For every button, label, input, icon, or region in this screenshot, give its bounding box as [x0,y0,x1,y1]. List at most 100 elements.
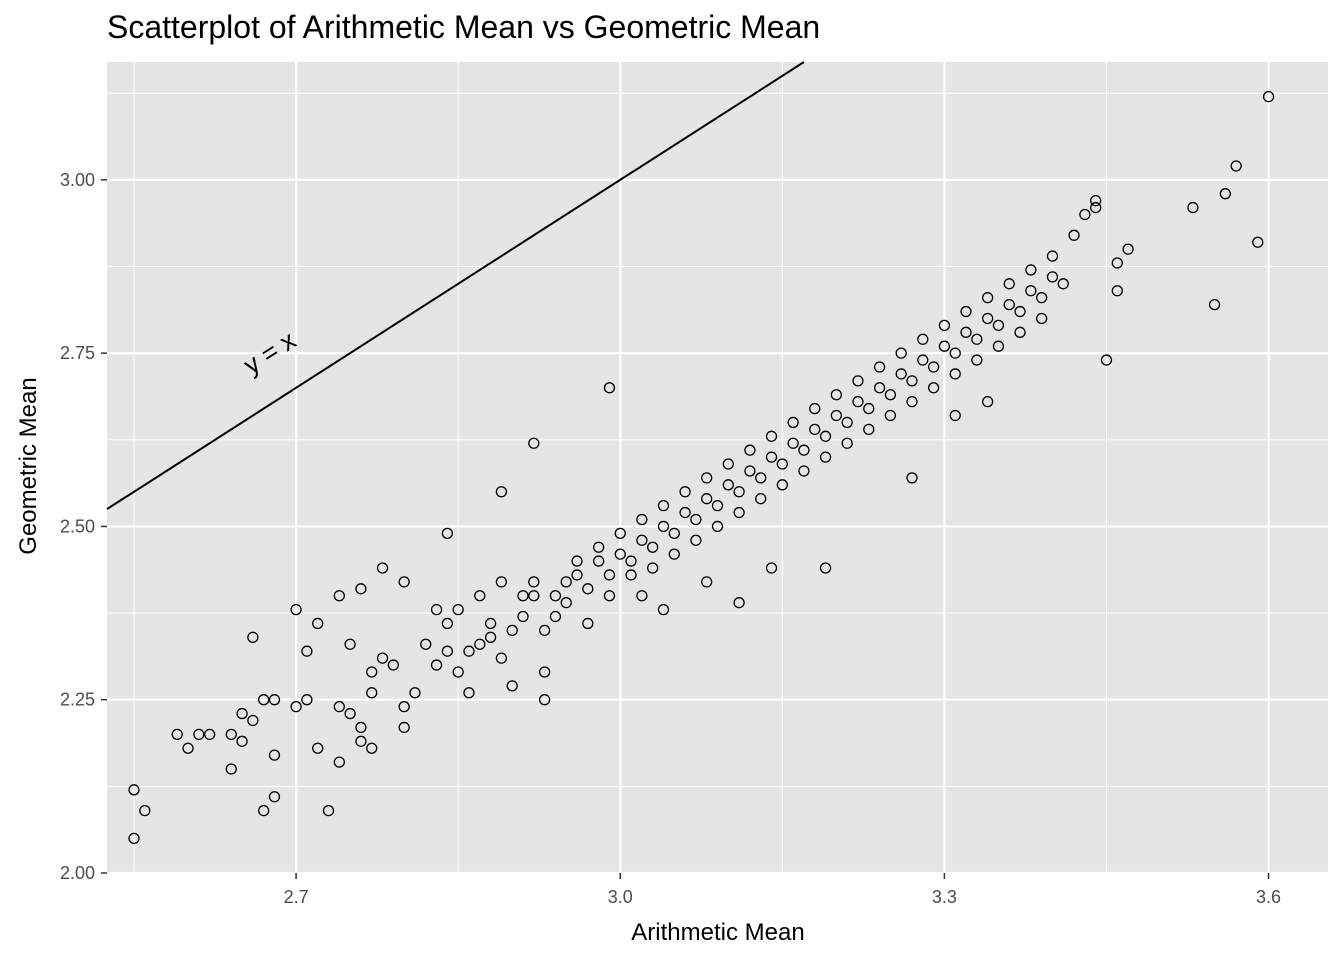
data-point [819,562,832,574]
data-point [538,694,551,706]
data-point [755,472,767,484]
data-point [917,354,929,366]
data-point [1014,305,1026,318]
data-point [603,382,616,394]
data-point [1252,236,1264,248]
data-point [398,700,410,713]
data-point [711,499,724,512]
data-point [290,603,302,616]
data-point [657,499,670,512]
data-point [636,534,648,546]
data-point [701,576,713,588]
data-point [841,437,853,449]
data-point [603,590,616,602]
data-point [787,416,799,429]
chart-title: Scatterplot of Arithmetic Mean vs Geomet… [107,9,820,45]
data-point [798,465,810,477]
data-point [236,707,248,720]
data-point [1079,208,1091,221]
data-point [387,659,399,671]
data-point [722,458,734,470]
data-point [236,735,248,747]
data-points [128,91,1275,844]
data-point [549,610,562,623]
data-point [463,645,475,657]
data-point [1014,326,1026,338]
data-point [1003,298,1015,311]
data-point [333,590,345,602]
data-point [895,368,907,380]
data-point [171,728,183,741]
data-point [1090,201,1102,214]
data-point [917,333,929,345]
data-point [452,666,464,678]
data-point [344,707,356,720]
data-point [744,465,756,477]
data-point [441,645,454,657]
data-point [647,541,659,553]
data-point [506,624,518,637]
data-point [366,666,378,678]
data-point [679,506,691,519]
data-point [960,305,972,318]
data-point [733,486,745,498]
data-point [981,312,994,325]
data-point [560,576,572,588]
data-point [258,694,270,706]
data-point [981,395,994,408]
data-point [247,631,259,643]
data-point [355,721,367,734]
data-point [614,548,626,560]
data-point [376,562,389,574]
data-point [625,569,637,581]
data-point [657,520,670,533]
plot-panel: y = x [106,61,1328,875]
data-point [603,569,616,581]
data-point [495,652,508,664]
data-point [474,590,486,602]
data-point [614,527,626,540]
data-point [1262,91,1275,103]
y-tick-label: 2.75 [60,343,95,363]
axis-ticks: 2.7 3.0 3.3 3.6 2.00 2.25 2.50 2.75 3.00 [60,170,1281,907]
data-point [1230,160,1242,172]
data-point [1025,264,1037,276]
data-point [755,493,767,505]
x-axis-label: Arithmetic Mean [631,919,804,946]
data-point [333,756,345,768]
data-point [776,479,788,491]
data-point [376,652,389,664]
data-point [463,687,475,699]
data-point [927,361,940,373]
data-point [744,444,756,456]
data-point [528,590,540,602]
data-point [733,506,745,519]
panel-background [107,62,1328,873]
data-point [949,347,961,359]
data-point [1090,194,1102,207]
data-point [1111,285,1123,297]
data-point [668,548,680,560]
data-point [733,597,745,609]
data-point [690,513,702,526]
data-point [949,368,961,380]
data-point [981,292,994,304]
data-point [355,583,367,595]
data-point [863,423,875,436]
data-point [938,340,951,352]
data-point [549,590,562,602]
data-point [852,375,864,387]
x-tick-label: 3.0 [608,887,633,907]
data-point [430,659,443,671]
data-point [830,389,843,401]
data-point [452,603,464,616]
data-point [819,451,832,463]
x-tick-label: 2.7 [284,887,309,907]
data-point [1003,278,1015,290]
data-point [582,583,594,595]
data-point [1057,278,1069,290]
data-point [560,597,572,609]
data-point [538,666,551,678]
y-tick-label: 2.50 [60,516,95,536]
data-point [701,472,713,484]
